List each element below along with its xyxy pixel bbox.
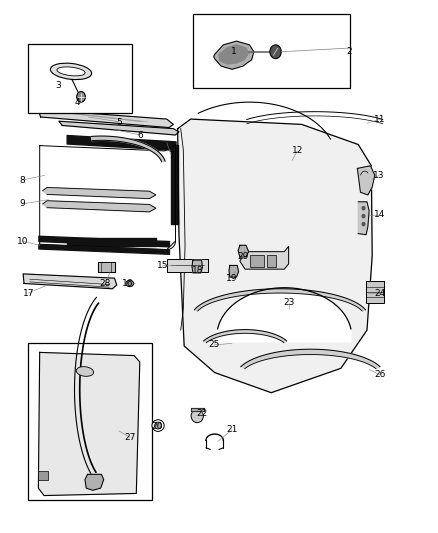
Polygon shape xyxy=(85,474,104,490)
Polygon shape xyxy=(357,166,375,195)
Text: 5: 5 xyxy=(116,118,122,127)
Polygon shape xyxy=(59,121,179,135)
Polygon shape xyxy=(192,260,202,273)
Polygon shape xyxy=(204,329,286,343)
Polygon shape xyxy=(214,41,254,69)
Circle shape xyxy=(362,222,365,225)
Ellipse shape xyxy=(57,67,85,76)
Circle shape xyxy=(77,92,85,102)
Text: 4: 4 xyxy=(75,98,80,107)
Polygon shape xyxy=(240,246,289,269)
Text: 27: 27 xyxy=(124,433,135,442)
Polygon shape xyxy=(98,262,115,272)
Ellipse shape xyxy=(76,367,94,376)
Polygon shape xyxy=(39,110,173,127)
Bar xyxy=(39,471,48,480)
Ellipse shape xyxy=(50,63,92,79)
Text: 23: 23 xyxy=(283,298,294,307)
Ellipse shape xyxy=(126,280,134,287)
Text: 17: 17 xyxy=(23,288,34,297)
Polygon shape xyxy=(229,265,239,277)
Bar xyxy=(28,44,132,113)
Polygon shape xyxy=(43,201,156,212)
Text: 9: 9 xyxy=(19,199,25,208)
Ellipse shape xyxy=(155,422,162,429)
Polygon shape xyxy=(43,188,156,199)
Polygon shape xyxy=(92,136,165,162)
Bar xyxy=(366,281,384,303)
Text: 13: 13 xyxy=(374,171,385,180)
Bar xyxy=(28,343,152,500)
Text: 22: 22 xyxy=(197,409,208,418)
Text: 12: 12 xyxy=(292,147,303,156)
Text: 29: 29 xyxy=(237,253,249,262)
Text: 21: 21 xyxy=(226,425,238,434)
Text: 2: 2 xyxy=(347,47,353,56)
Polygon shape xyxy=(241,349,380,369)
Text: 8: 8 xyxy=(19,175,25,184)
Text: 24: 24 xyxy=(374,288,385,297)
Text: 15: 15 xyxy=(157,261,168,270)
Text: 6: 6 xyxy=(138,131,144,140)
Polygon shape xyxy=(39,352,140,496)
Text: 10: 10 xyxy=(17,237,28,246)
Text: 28: 28 xyxy=(99,279,111,288)
Text: 25: 25 xyxy=(208,341,219,350)
Polygon shape xyxy=(194,289,365,311)
Bar xyxy=(251,255,264,266)
Bar xyxy=(167,259,208,272)
Polygon shape xyxy=(23,274,117,289)
Bar xyxy=(267,255,276,266)
Polygon shape xyxy=(219,45,249,64)
Text: 20: 20 xyxy=(152,422,163,431)
Bar xyxy=(193,14,350,88)
Text: 11: 11 xyxy=(374,115,386,124)
Text: 1: 1 xyxy=(231,47,237,56)
Circle shape xyxy=(362,207,365,210)
Text: 3: 3 xyxy=(55,80,61,90)
Text: 14: 14 xyxy=(374,210,385,219)
Text: 7: 7 xyxy=(168,151,174,160)
Circle shape xyxy=(270,45,281,59)
Polygon shape xyxy=(178,119,372,393)
Text: 26: 26 xyxy=(374,370,386,379)
Ellipse shape xyxy=(191,409,203,423)
Polygon shape xyxy=(238,245,249,257)
Polygon shape xyxy=(218,288,351,342)
Polygon shape xyxy=(358,202,369,235)
Text: 16: 16 xyxy=(122,279,133,288)
Text: 19: 19 xyxy=(226,273,238,282)
Text: 18: 18 xyxy=(191,266,203,275)
Circle shape xyxy=(362,215,365,217)
Ellipse shape xyxy=(152,419,164,431)
